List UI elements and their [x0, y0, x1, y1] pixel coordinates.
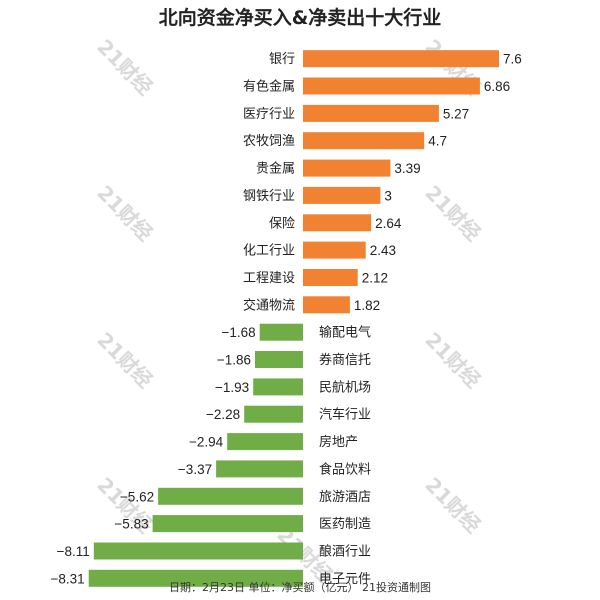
watermark-3: 21财经 — [420, 181, 485, 246]
bar-1 — [303, 77, 480, 95]
watermark-0: 21财经 — [92, 35, 157, 100]
bar-15 — [216, 460, 303, 478]
bar-14 — [227, 433, 303, 451]
value-label-4: 3.39 — [394, 161, 420, 176]
category-label-9: 交通物流 — [243, 297, 295, 313]
bar-3 — [303, 132, 425, 150]
value-label-8: 2.12 — [362, 271, 388, 286]
chart-title: 北向资金净买入&净卖出十大行业 — [159, 6, 442, 29]
watermark-2: 21财经 — [92, 181, 157, 246]
value-label-15: −3.37 — [178, 462, 212, 477]
bar-19 — [88, 569, 303, 587]
bars-group: 银行 7.6 有色金属 6.86 医疗行业 5.27 农牧饲渔 4.7 贵金属 3.39 钢铁行业 3… — [51, 50, 522, 587]
category-label-5: 钢铁行业 — [243, 189, 295, 204]
value-label-1: 6.86 — [484, 79, 510, 94]
value-label-19: −8.31 — [51, 571, 85, 586]
chart-footnote: 日期：2月23日 单位：净买额（亿元） 21投资通制图 — [169, 580, 431, 594]
bar-0 — [303, 50, 499, 68]
bar-18 — [93, 542, 303, 560]
value-label-0: 7.6 — [503, 52, 522, 67]
value-label-17: −5.83 — [114, 517, 148, 532]
value-label-10: −1.68 — [222, 325, 256, 340]
category-label-6: 保险 — [269, 216, 295, 231]
category-label-1: 有色金属 — [243, 79, 295, 95]
bar-12 — [253, 378, 303, 396]
category-label-18: 酿酒行业 — [319, 544, 371, 560]
category-label-0: 银行 — [269, 52, 295, 67]
value-label-6: 2.64 — [375, 216, 402, 231]
bar-8 — [303, 269, 358, 286]
value-label-9: 1.82 — [354, 298, 380, 313]
bar-16 — [158, 487, 303, 505]
bar-5 — [303, 186, 381, 204]
bar-10 — [259, 323, 303, 341]
bar-6 — [303, 214, 372, 232]
category-label-13: 汽车行业 — [319, 407, 371, 423]
category-label-10: 输配电气 — [319, 325, 371, 341]
value-label-13: −2.28 — [206, 407, 240, 422]
value-label-12: −1.93 — [215, 380, 249, 395]
category-label-15: 食品饮料 — [319, 461, 371, 477]
category-label-16: 旅游酒店 — [319, 490, 371, 505]
value-label-3: 4.7 — [428, 134, 447, 149]
category-label-17: 医药制造 — [319, 517, 371, 532]
category-label-14: 房地产 — [319, 434, 358, 450]
bar-9 — [303, 296, 350, 314]
bar-17 — [152, 515, 303, 533]
bar-13 — [244, 405, 303, 423]
watermark-7: 21财经 — [420, 473, 485, 538]
value-label-7: 2.43 — [370, 243, 396, 258]
category-label-3: 农牧饲渔 — [243, 134, 295, 149]
watermark-4: 21财经 — [92, 328, 157, 393]
category-label-2: 医疗行业 — [243, 107, 295, 122]
category-label-12: 民航机场 — [319, 379, 371, 395]
bar-11 — [255, 351, 303, 368]
category-label-11: 券商信托 — [319, 352, 371, 368]
category-label-19: 电子元件 — [319, 572, 371, 587]
value-label-18: −8.11 — [57, 544, 90, 559]
watermark-5: 21财经 — [420, 328, 485, 393]
category-label-8: 工程建设 — [243, 271, 295, 286]
value-label-11: −1.86 — [217, 353, 251, 368]
category-label-4: 贵金属 — [256, 161, 295, 177]
bar-7 — [303, 241, 366, 259]
category-label-7: 化工行业 — [243, 244, 295, 259]
bar-2 — [303, 104, 439, 122]
value-label-14: −2.94 — [189, 435, 224, 450]
value-label-5: 3 — [384, 188, 392, 203]
value-label-2: 5.27 — [443, 106, 469, 121]
bar-4 — [303, 159, 391, 177]
value-label-16: −5.62 — [120, 489, 154, 504]
